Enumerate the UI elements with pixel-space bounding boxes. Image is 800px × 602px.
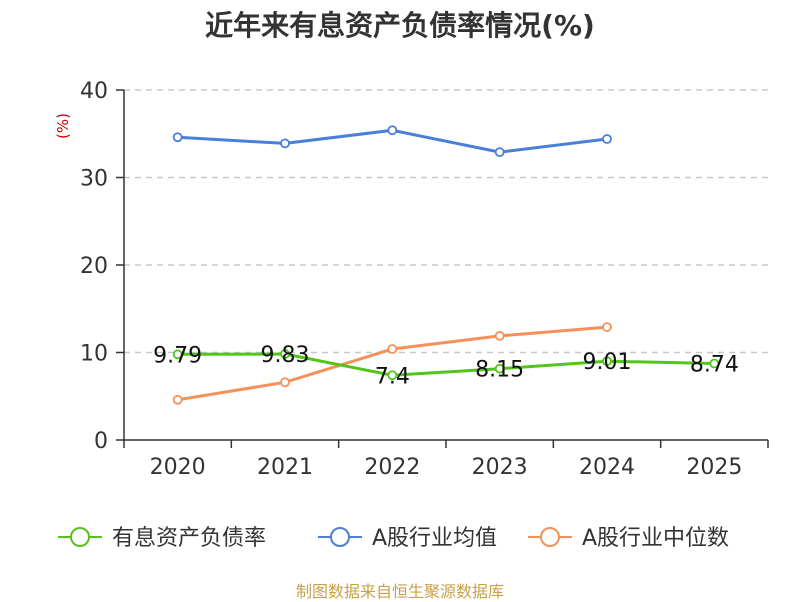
y-tick-label-40: 40 (80, 79, 108, 104)
data-label-2021: 9.83 (261, 343, 310, 368)
data-label-2020: 9.79 (153, 343, 202, 368)
legend-marker-0 (70, 527, 90, 547)
series-0-point-2022 (387, 370, 398, 381)
series-2-point-2020 (172, 394, 183, 405)
data-label-2025: 8.74 (690, 353, 739, 378)
x-tick-label-2020: 2020 (150, 455, 206, 480)
x-tick-label-2021: 2021 (257, 455, 313, 480)
series-0-point-2020 (172, 349, 183, 360)
x-tick-label-2023: 2023 (472, 455, 528, 480)
series-1-point-2023 (494, 147, 505, 158)
gridlines (124, 89, 768, 354)
series-1-point-2024 (602, 134, 612, 144)
series-0-point-2024 (602, 356, 612, 367)
y-tick-label-10: 10 (80, 342, 108, 367)
series-1-point-2022 (387, 125, 398, 136)
y-tick-label-30: 30 (80, 167, 108, 192)
series-2-point-2024 (602, 322, 612, 333)
chart-title: 近年来有息资产负债率情况(%) (205, 9, 595, 42)
legend-label-2: A股行业中位数 (582, 526, 729, 551)
series-0-point-2021 (280, 349, 290, 359)
series-2-point-2022 (387, 344, 398, 354)
data-label-2023: 8.15 (475, 358, 524, 383)
legend-label-0: 有息资产负债率 (112, 526, 266, 551)
legend: 有息资产负债率 A股行业均值 A股行业中位数 (58, 526, 729, 551)
y-axis-unit: (%) (54, 113, 72, 139)
data-label-2024: 9.01 (583, 350, 632, 375)
series-2-point-2023 (494, 330, 505, 341)
series-1-point-2020 (172, 132, 183, 143)
series-2-point-2021 (280, 377, 290, 388)
series-1-point-2021 (280, 138, 290, 149)
axes: 0 10 20 30 40 2020 2021 2022 2023 2024 2025 (%) (54, 79, 769, 480)
series-0-point-2023 (494, 363, 505, 374)
y-tick-label-20: 20 (80, 254, 108, 279)
x-tick-label-2022: 2022 (364, 455, 420, 480)
data-source-note: 制图数据来自恒生聚源数据库 (295, 582, 504, 601)
legend-label-1: A股行业均值 (372, 526, 497, 551)
data-label-2022: 7.4 (375, 364, 410, 389)
legend-marker-2 (540, 527, 560, 547)
x-tick-label-2025: 2025 (686, 455, 742, 480)
series-layer (172, 125, 720, 405)
series-0-point-2025 (709, 358, 720, 369)
series-line-0 (177, 352, 715, 377)
data-labels: 9.79 9.83 7.4 8.15 9.01 8.74 (153, 343, 739, 389)
legend-marker-1 (330, 527, 350, 547)
y-tick-label-0: 0 (94, 429, 108, 454)
x-tick-label-2024: 2024 (579, 455, 635, 480)
